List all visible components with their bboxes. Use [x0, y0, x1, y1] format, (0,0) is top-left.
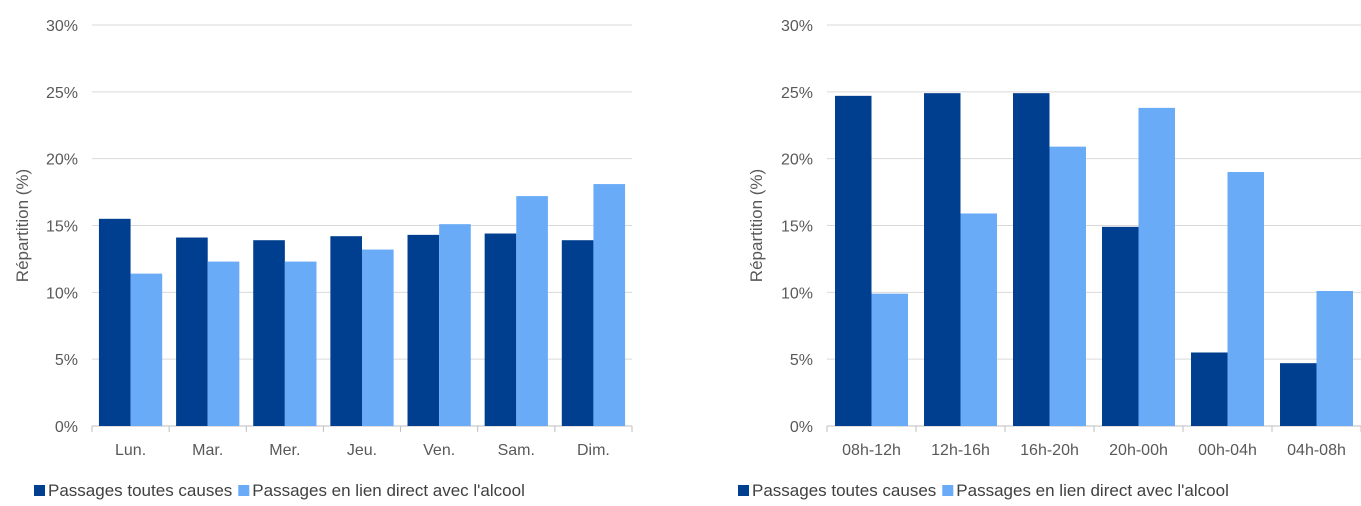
y-tick-label: 20% — [781, 152, 813, 169]
bar-all-causes — [561, 240, 594, 426]
y-tick-label: 10% — [46, 285, 78, 302]
bar-alcohol — [284, 261, 317, 426]
chart-hour-range: 0% 5% 10% 15% 20% 25% 30% 08h-12h 12h-16h 16h-20h… — [680, 0, 1361, 501]
bar-all-causes — [484, 233, 517, 426]
bar-alcohol — [593, 184, 626, 426]
x-tick-label: 20h-00h — [1109, 442, 1168, 459]
x-tick-label: Mar. — [192, 442, 223, 459]
x-tick-label: 04h-08h — [1287, 442, 1346, 459]
bar-alcohol — [1227, 172, 1264, 426]
x-tick-label: 12h-16h — [931, 442, 990, 459]
bar-all-causes — [253, 240, 285, 426]
legend-swatch-all-causes — [738, 485, 749, 496]
bar-alcohol — [362, 249, 394, 426]
y-tick-label: 20% — [46, 152, 78, 169]
y-tick-label: 5% — [55, 352, 78, 369]
bar-all-causes — [1280, 363, 1317, 426]
y-tick-label: 10% — [781, 285, 813, 302]
y-tick-label: 30% — [46, 18, 78, 35]
chart-weekday: 0% 5% 10% 15% 20% 25% 30% Lun. Mar. Mer. Jeu. Ven. S… — [0, 0, 680, 501]
bar-all-causes — [1102, 226, 1139, 426]
legend-swatch-alcohol — [942, 485, 954, 496]
legend-label-all-causes: Passages toutes causes — [48, 481, 232, 500]
y-tick-label: 0% — [790, 419, 813, 436]
legend-label-alcohol: Passages en lien direct avec l'alcool — [252, 481, 525, 500]
x-tick-label: Lun. — [115, 442, 146, 459]
bar-alcohol — [1138, 107, 1175, 426]
y-tick-label: 25% — [46, 85, 78, 102]
x-tick-label: Mer. — [269, 442, 300, 459]
x-tick-label: 16h-20h — [1020, 442, 1079, 459]
bar-all-causes — [330, 236, 362, 426]
chart-weekday-svg: 0% 5% 10% 15% 20% 25% 30% Lun. Mar. Mer. Jeu. Ven. S… — [13, 18, 633, 500]
y-axis-title: Répartition (%) — [13, 169, 32, 282]
bar-alcohol — [130, 273, 163, 426]
bar-all-causes — [176, 237, 208, 426]
y-tick-label: 15% — [781, 219, 813, 236]
legend-label-all-causes: Passages toutes causes — [752, 481, 936, 500]
bar-alcohol — [439, 224, 471, 426]
bar-alcohol — [207, 261, 240, 426]
y-tick-label: 0% — [55, 419, 78, 436]
legend-label-alcohol: Passages en lien direct avec l'alcool — [956, 481, 1229, 500]
legend-swatch-all-causes — [34, 485, 45, 496]
bar-alcohol — [960, 213, 997, 426]
y-tick-label: 5% — [790, 352, 813, 369]
bar-all-causes — [924, 93, 961, 427]
bar-all-causes — [407, 234, 440, 426]
bar-alcohol — [1316, 290, 1353, 426]
x-tick-label: Dim. — [577, 442, 610, 459]
bar-all-causes — [1191, 352, 1228, 426]
x-tick-label: Sam. — [498, 442, 535, 459]
x-tick-label: 08h-12h — [842, 442, 901, 459]
legend-swatch-alcohol — [238, 485, 250, 496]
bar-alcohol — [871, 293, 908, 426]
x-tick-label: Jeu. — [347, 442, 377, 459]
bar-alcohol — [1049, 146, 1086, 427]
y-axis-title: Répartition (%) — [747, 169, 766, 282]
bar-all-causes — [1013, 93, 1050, 427]
bar-all-causes — [835, 95, 872, 427]
y-tick-label: 15% — [46, 219, 78, 236]
chart-hour-range-svg: 0% 5% 10% 15% 20% 25% 30% 08h-12h 12h-16h 16h-20h… — [738, 18, 1361, 500]
y-tick-label: 25% — [781, 85, 813, 102]
bar-all-causes — [98, 218, 131, 426]
bar-alcohol — [516, 196, 548, 426]
y-tick-label: 30% — [781, 18, 813, 35]
x-tick-label: 00h-04h — [1198, 442, 1257, 459]
x-tick-label: Ven. — [423, 442, 455, 459]
